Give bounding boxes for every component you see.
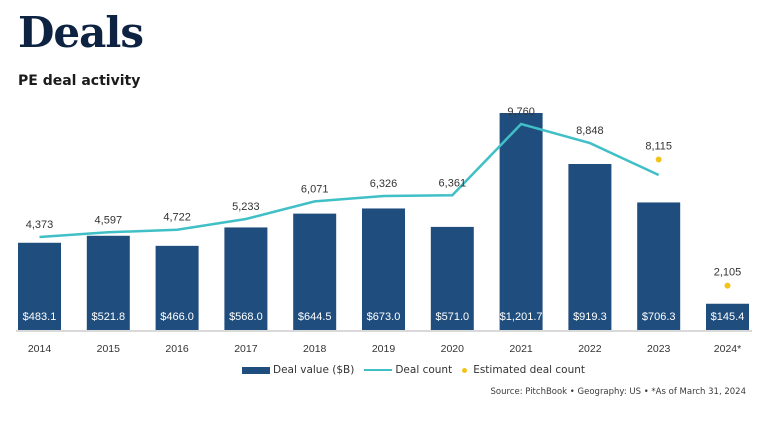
bar-series xyxy=(18,113,749,330)
x-tick-label: 2017 xyxy=(234,343,258,355)
legend-line-swatch xyxy=(364,369,393,371)
bar-value-label: $706.3 xyxy=(642,311,676,323)
deal-count-label: 6,326 xyxy=(370,178,398,190)
deal-count-label: 6,071 xyxy=(301,183,329,195)
chart-subtitle: PE deal activity xyxy=(18,73,141,89)
bar-value-labels: $483.1 $521.8 $466.0 $568.0 $644.5 $673.0 $571… xyxy=(23,311,745,323)
bar xyxy=(499,113,543,330)
source-note: Source: PitchBook • Geography: US • *As … xyxy=(490,387,747,397)
bar-value-label: $571.0 xyxy=(435,311,469,323)
bar xyxy=(568,163,612,330)
legend-item-deal-count: Deal count xyxy=(364,364,452,376)
x-tick-label: 2023 xyxy=(647,343,671,355)
bar-value-label: $466.0 xyxy=(160,311,194,323)
bar xyxy=(224,227,268,330)
chart-legend: Deal value ($B) Deal count Estimated dea… xyxy=(242,364,585,376)
estimated-deal-count-points: 8,115 2,105 xyxy=(645,141,741,289)
legend-item-deal-value: Deal value ($B) xyxy=(242,364,354,376)
bar-value-label: $1,201.7 xyxy=(500,311,543,323)
estimated-deal-count-label: 2,105 xyxy=(714,267,742,279)
bar-value-label: $521.8 xyxy=(91,311,125,323)
estimated-deal-count-label: 8,115 xyxy=(645,141,672,153)
x-tick-label: 2018 xyxy=(303,343,327,355)
estimated-deal-count-point xyxy=(724,282,731,289)
page-title: Deals xyxy=(18,8,144,57)
bar-value-label: $919.3 xyxy=(573,311,607,323)
legend-label: Estimated deal count xyxy=(473,364,586,376)
bar xyxy=(86,235,130,330)
bar xyxy=(637,202,681,330)
legend-label: Deal value ($B) xyxy=(273,364,355,376)
estimated-deal-count-point xyxy=(655,156,662,163)
deal-count-label: 6,361 xyxy=(439,177,467,189)
legend-item-estimated-deal-count: Estimated deal count xyxy=(462,364,585,376)
x-tick-label: 2019 xyxy=(372,343,396,355)
deal-count-line xyxy=(39,122,660,239)
deal-count-label: 9,760 xyxy=(507,106,535,118)
x-tick-label: 2015 xyxy=(97,343,121,355)
x-tick-label: 2020 xyxy=(441,343,465,355)
x-tick-label: 2021 xyxy=(509,343,533,355)
x-tick-labels: 2014 2015 2016 2017 2018 2019 2020 2021 2022 2023… xyxy=(28,343,741,355)
bar-value-label: $644.5 xyxy=(298,311,332,323)
x-tick-label: 2016 xyxy=(165,343,189,355)
x-tick-label: 2024* xyxy=(714,343,741,355)
bar xyxy=(293,213,337,330)
bar-value-label: $673.0 xyxy=(367,311,401,323)
bar-value-label: $483.1 xyxy=(23,311,57,323)
legend-label: Deal count xyxy=(395,364,453,376)
deal-count-labels: 4,373 4,597 4,722 5,233 6,071 6,326 6,361 9,760… xyxy=(26,106,604,231)
deal-count-label: 4,722 xyxy=(163,212,191,224)
deal-count-label: 4,373 xyxy=(26,219,54,231)
deal-count-label: 5,233 xyxy=(232,201,260,213)
bar xyxy=(362,208,405,330)
x-tick-label: 2014 xyxy=(28,343,52,355)
deal-count-label: 8,848 xyxy=(576,125,604,137)
bar xyxy=(155,245,199,330)
x-tick-label: 2022 xyxy=(578,343,602,355)
legend-dot-swatch xyxy=(462,367,468,373)
legend-bar-swatch xyxy=(242,366,270,374)
bar xyxy=(18,242,61,330)
bar xyxy=(430,226,474,330)
deal-count-label: 4,597 xyxy=(95,214,123,226)
bar xyxy=(706,303,749,330)
bar-value-label: $568.0 xyxy=(229,311,263,323)
bar-value-label: $145.4 xyxy=(711,311,745,323)
